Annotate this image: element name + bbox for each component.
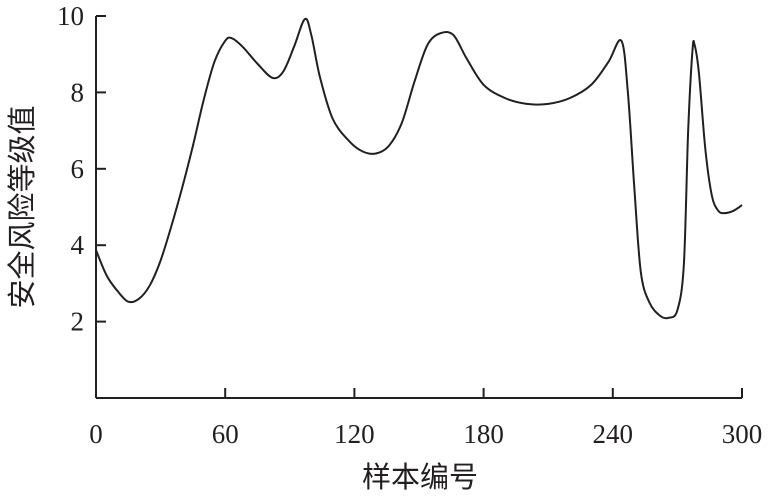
y-tick-label: 10 [57,1,84,31]
x-axis-title: 样本编号 [362,460,478,494]
x-tick-label: 60 [212,419,239,449]
ticks: 0 60 120 180 240 300 2 4 6 8 10 [57,1,762,449]
y-tick-label: 6 [71,154,85,184]
axes [95,16,742,399]
x-tick-label: 180 [463,419,504,449]
y-axis-title: 安全风险等级值 [5,105,39,308]
y-tick-label: 8 [71,77,85,107]
y-tick-label: 2 [71,307,85,337]
series-line [95,17,743,320]
x-tick-label: 120 [334,419,375,449]
x-tick-label: 300 [722,419,763,449]
x-tick-label: 240 [593,419,634,449]
x-tick-label: 0 [89,419,103,449]
y-tick-label: 4 [71,230,85,260]
